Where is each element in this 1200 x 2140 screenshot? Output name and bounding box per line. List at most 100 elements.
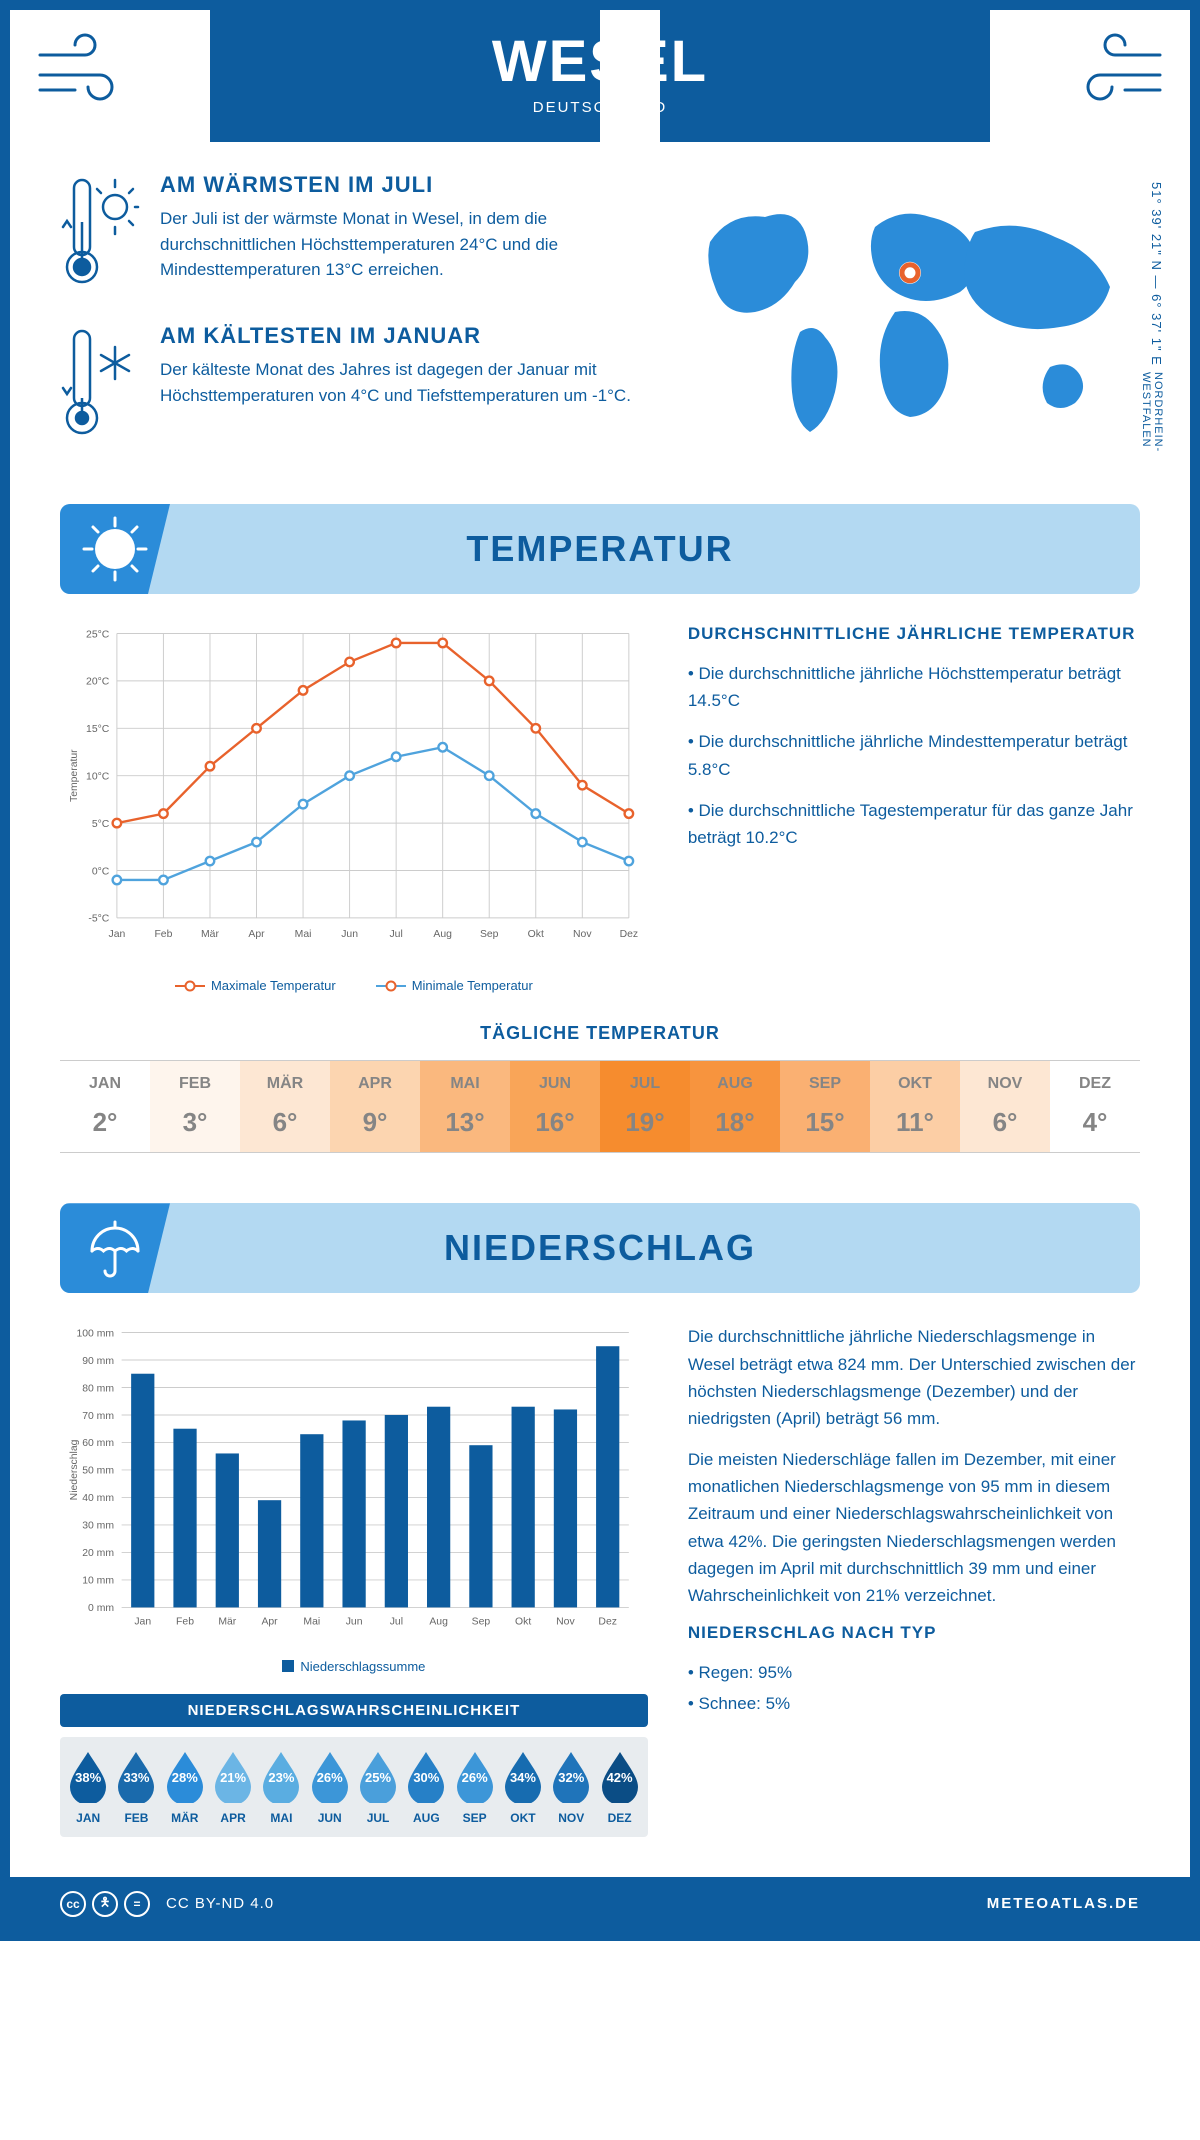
svg-text:100 mm: 100 mm [76,1329,114,1340]
world-map: 51° 39' 21" N — 6° 37' 1" E NORDRHEIN-WE… [680,172,1140,474]
precip-p2: Die meisten Niederschläge fallen im Deze… [688,1446,1140,1609]
precip-chart-box: 0 mm10 mm20 mm30 mm40 mm50 mm60 mm70 mm8… [60,1323,648,1836]
svg-text:Apr: Apr [261,1617,278,1628]
city-name: WESEL [210,28,990,95]
svg-text:90 mm: 90 mm [82,1356,114,1367]
svg-text:Jan: Jan [134,1617,151,1628]
precip-row: 0 mm10 mm20 mm30 mm40 mm50 mm60 mm70 mm8… [60,1323,1140,1836]
header-row: WESEL DEUTSCHLAND [10,10,1190,142]
svg-text:5°C: 5°C [92,819,110,830]
temp-summary-head: DURCHSCHNITTLICHE JÄHRLICHE TEMPERATUR [688,624,1140,644]
precip-type-2: • Schnee: 5% [688,1690,1140,1717]
nd-icon: = [124,1891,150,1917]
svg-text:Sep: Sep [480,929,499,940]
section-title-precip: NIEDERSCHLAG [170,1227,1140,1269]
svg-text:Feb: Feb [176,1617,194,1628]
daily-col: JUL19° [600,1061,690,1152]
prob-drop: 26%SEP [453,1749,497,1825]
section-header-precip: NIEDERSCHLAG [60,1203,1140,1293]
fact-warmest: AM WÄRMSTEN IM JULI Der Juli ist der wär… [60,172,640,297]
temp-bullet-3: • Die durchschnittliche Tagestemperatur … [688,797,1140,851]
svg-text:Jun: Jun [341,929,358,940]
facts-column: AM WÄRMSTEN IM JULI Der Juli ist der wär… [60,172,640,474]
svg-text:40 mm: 40 mm [82,1494,114,1505]
svg-text:30 mm: 30 mm [82,1521,114,1532]
svg-text:Okt: Okt [515,1617,531,1628]
section-title-temp: TEMPERATUR [170,528,1140,570]
intro-row: AM WÄRMSTEN IM JULI Der Juli ist der wär… [60,172,1140,474]
by-icon: 🯅 [92,1891,118,1917]
svg-text:Temperatur: Temperatur [69,749,80,802]
daily-col: JAN2° [60,1061,150,1152]
svg-text:Dez: Dez [598,1617,617,1628]
svg-text:Dez: Dez [620,929,639,940]
thermometer-snow-icon [60,323,140,448]
footer-bar: cc 🯅 = CC BY-ND 4.0 METEOATLAS.DE [10,1877,1190,1931]
country-name: DEUTSCHLAND [210,99,990,116]
cc-icon: cc [60,1891,86,1917]
daily-col: FEB3° [150,1061,240,1152]
daily-col: JUN16° [510,1061,600,1152]
daily-col: SEP15° [780,1061,870,1152]
page-frame: WESEL DEUTSCHLAND AM WÄRMSTEN IM JULI De… [0,0,1200,1941]
temperature-chart: -5°C0°C5°C10°C15°C20°C25°CJanFebMärAprMa… [60,624,648,993]
temp-bullet-2: • Die durchschnittliche jährliche Mindes… [688,728,1140,782]
svg-text:Jul: Jul [389,929,402,940]
prob-drop: 33%FEB [114,1749,158,1825]
section-header-temperature: TEMPERATUR [60,504,1140,594]
sun-icon [60,504,170,594]
temp-bullet-1: • Die durchschnittliche jährliche Höchst… [688,660,1140,714]
prob-drop: 26%JUN [308,1749,352,1825]
svg-text:Aug: Aug [429,1617,448,1628]
fact-warm-text: Der Juli ist der wärmste Monat in Wesel,… [160,206,640,283]
coordinates-text: 51° 39' 21" N — 6° 37' 1" E [1149,182,1164,366]
precip-type-1: • Regen: 95% [688,1659,1140,1686]
precip-legend-label: Niederschlagssumme [300,1659,425,1674]
svg-text:0°C: 0°C [92,866,110,877]
fact-coldest: AM KÄLTESTEN IM JANUAR Der kälteste Mona… [60,323,640,448]
svg-text:Jan: Jan [108,929,125,940]
daily-col: OKT11° [870,1061,960,1152]
title-banner: WESEL DEUTSCHLAND [210,10,990,142]
svg-text:Jul: Jul [390,1617,403,1628]
prob-drop: 34%OKT [501,1749,545,1825]
precip-type-head: NIEDERSCHLAG NACH TYP [688,1623,1140,1643]
svg-text:70 mm: 70 mm [82,1411,114,1422]
temp-legend: .leg-line:nth-child(1)::after{border-col… [60,978,648,993]
precip-chart-svg: 0 mm10 mm20 mm30 mm40 mm50 mm60 mm70 mm8… [60,1323,648,1645]
prob-drop: 28%MÄR [163,1749,207,1825]
wind-icon-left [10,10,150,135]
daily-col: MÄR6° [240,1061,330,1152]
daily-col: MAI13° [420,1061,510,1152]
daily-col: NOV6° [960,1061,1050,1152]
precip-legend: Niederschlagssumme [60,1659,648,1674]
svg-text:Mär: Mär [201,929,219,940]
temp-summary: DURCHSCHNITTLICHE JÄHRLICHE TEMPERATUR •… [688,624,1140,993]
svg-text:Niederschlag: Niederschlag [69,1440,80,1501]
prob-drop: 21%APR [211,1749,255,1825]
svg-text:15°C: 15°C [86,724,110,735]
probability-drops: 38%JAN33%FEB28%MÄR21%APR23%MAI26%JUN25%J… [60,1737,648,1837]
daily-col: DEZ4° [1050,1061,1140,1152]
site-name: METEOATLAS.DE [987,1895,1140,1912]
svg-text:Apr: Apr [248,929,265,940]
svg-text:20°C: 20°C [86,677,110,688]
svg-text:Aug: Aug [433,929,452,940]
license-block: cc 🯅 = CC BY-ND 4.0 [60,1891,274,1917]
daily-col: AUG18° [690,1061,780,1152]
daily-temp-table: JAN2°FEB3°MÄR6°APR9°MAI13°JUN16°JUL19°AU… [60,1060,1140,1153]
prob-drop: 30%AUG [404,1749,448,1825]
region-text: NORDRHEIN-WESTFALEN [1140,372,1164,474]
fact-cold-title: AM KÄLTESTEN IM JANUAR [160,323,640,349]
svg-text:80 mm: 80 mm [82,1384,114,1395]
svg-text:0 mm: 0 mm [88,1604,114,1615]
svg-text:50 mm: 50 mm [82,1466,114,1477]
license-text: CC BY-ND 4.0 [166,1895,274,1912]
prob-drop: 23%MAI [259,1749,303,1825]
map-svg [680,172,1140,452]
prob-drop: 42%DEZ [597,1749,641,1825]
svg-text:Nov: Nov [573,929,592,940]
svg-text:60 mm: 60 mm [82,1439,114,1450]
svg-text:20 mm: 20 mm [82,1549,114,1560]
svg-text:Sep: Sep [472,1617,491,1628]
